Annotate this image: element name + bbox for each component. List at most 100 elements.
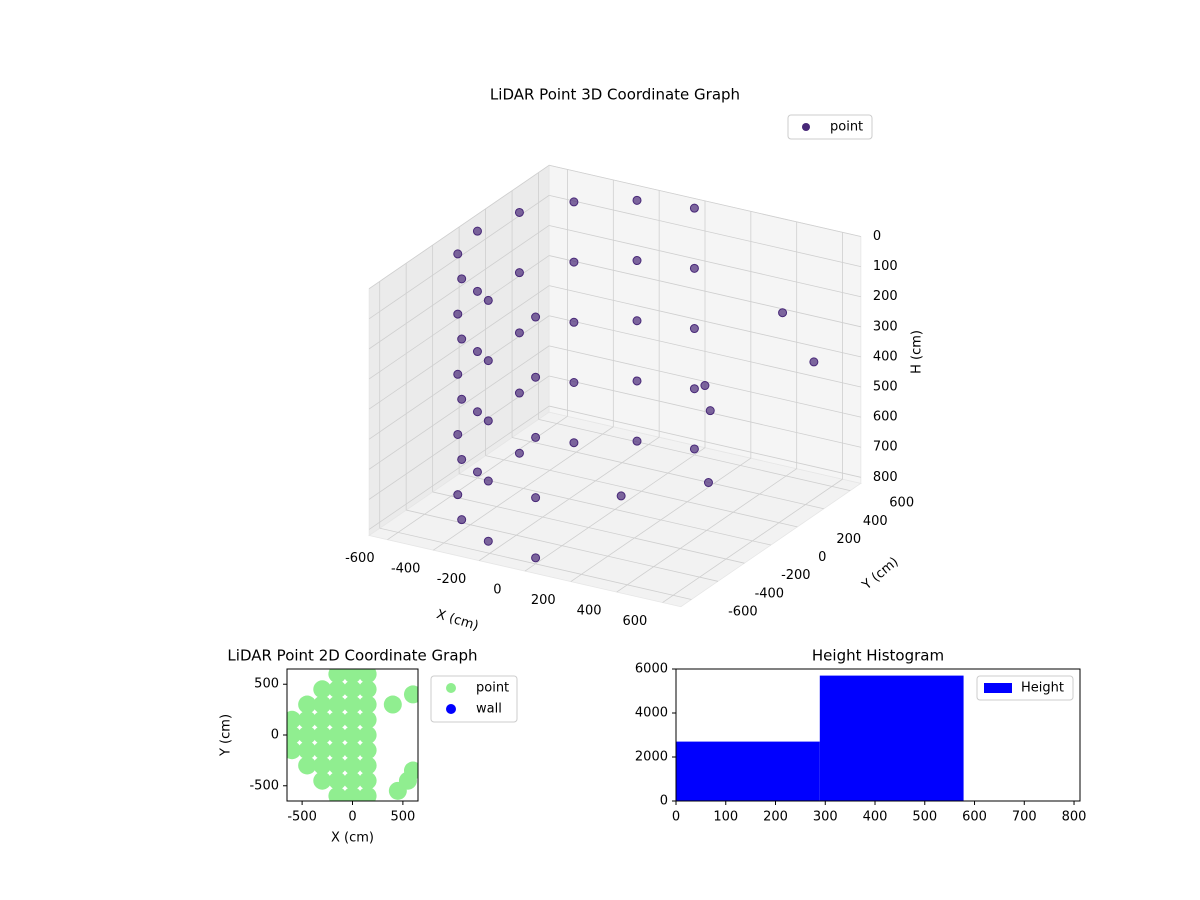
plot-area [676, 675, 1080, 801]
y-tick-label: 600 [889, 496, 914, 511]
point [569, 378, 579, 388]
point [453, 309, 463, 319]
point [483, 536, 493, 546]
point [328, 695, 347, 714]
point [689, 444, 699, 454]
point [343, 680, 362, 699]
grid-line [432, 491, 745, 564]
z-tick-label: 300 [873, 319, 898, 334]
y-tick-label: 0 [818, 550, 826, 565]
point [457, 454, 467, 464]
point [632, 316, 642, 326]
x-tick-label: 200 [531, 593, 556, 608]
point [514, 328, 524, 338]
point [298, 695, 317, 714]
grid-line [459, 473, 771, 546]
x-tick-label: 500 [390, 810, 415, 825]
y-tick-label: -400 [755, 586, 785, 601]
grid-line [549, 375, 861, 448]
z-tick-label: 500 [873, 380, 898, 395]
point [343, 756, 362, 775]
point [472, 286, 482, 296]
grid-line [368, 345, 550, 470]
point [531, 493, 541, 503]
point [343, 771, 362, 790]
x-tick-label: 200 [763, 810, 788, 825]
point [569, 257, 579, 267]
point [632, 376, 642, 386]
legend-box [430, 675, 518, 723]
y-tick-label: -600 [728, 605, 758, 620]
x-tick-label: 300 [813, 810, 838, 825]
point [343, 786, 362, 801]
grid-line [511, 437, 824, 510]
point [483, 356, 493, 366]
legend-marker [802, 123, 810, 131]
point [809, 357, 819, 367]
x-tick-label: 800 [1062, 810, 1087, 825]
z-tick-label: 400 [873, 349, 898, 364]
point [343, 710, 362, 729]
y-axis-label: Y (cm) [219, 714, 234, 757]
x-tick-label: -500 [287, 810, 317, 825]
x-tick-label: 0 [348, 810, 356, 825]
point [358, 695, 377, 714]
point [343, 695, 362, 714]
z-tick-label: 200 [873, 289, 898, 304]
point [453, 369, 463, 379]
point [705, 406, 715, 416]
point [287, 710, 302, 729]
y-tick-label: 2000 [635, 750, 668, 765]
point [514, 268, 524, 278]
x-tick-label: 0 [493, 582, 501, 597]
point [298, 710, 317, 729]
point [632, 436, 642, 446]
point [298, 756, 317, 775]
x-tick-label: 400 [577, 603, 602, 618]
legend-label: wall [476, 702, 502, 717]
point [328, 771, 347, 790]
point [531, 372, 541, 382]
y-tick-label: 0 [271, 728, 279, 743]
legend-label: point [830, 120, 863, 135]
point [689, 384, 699, 394]
point [358, 741, 377, 760]
point [287, 741, 302, 760]
x-tick-label: 700 [1012, 810, 1037, 825]
point [343, 669, 362, 684]
point [313, 741, 332, 760]
point [514, 388, 524, 398]
x-tick-label: 600 [623, 614, 648, 629]
legend-box [976, 675, 1074, 701]
point [483, 416, 493, 426]
point [358, 726, 377, 744]
legend-label: point [476, 681, 509, 696]
x-tick-label: -200 [437, 572, 467, 587]
point [453, 429, 463, 439]
grid-line [368, 405, 550, 530]
y-tick-label: -200 [781, 568, 811, 583]
point [313, 726, 332, 744]
point [472, 467, 482, 477]
point [328, 786, 347, 801]
point [328, 680, 347, 699]
point [358, 756, 377, 775]
point [616, 491, 626, 501]
point [313, 695, 332, 714]
point [703, 478, 713, 488]
z-tick-label: 0 [873, 229, 881, 244]
point [689, 263, 699, 273]
x-tick-label: 600 [962, 810, 987, 825]
grid-line [368, 285, 550, 410]
point [313, 771, 332, 790]
y-axis-label: Y (cm) [859, 555, 902, 594]
point [689, 203, 699, 213]
legend-label: Height [1021, 681, 1064, 696]
point [328, 741, 347, 760]
point [483, 295, 493, 305]
point [457, 394, 467, 404]
point [531, 553, 541, 563]
point [778, 308, 788, 318]
grid-line [549, 285, 861, 358]
x-axis-label: X (cm) [435, 607, 481, 634]
